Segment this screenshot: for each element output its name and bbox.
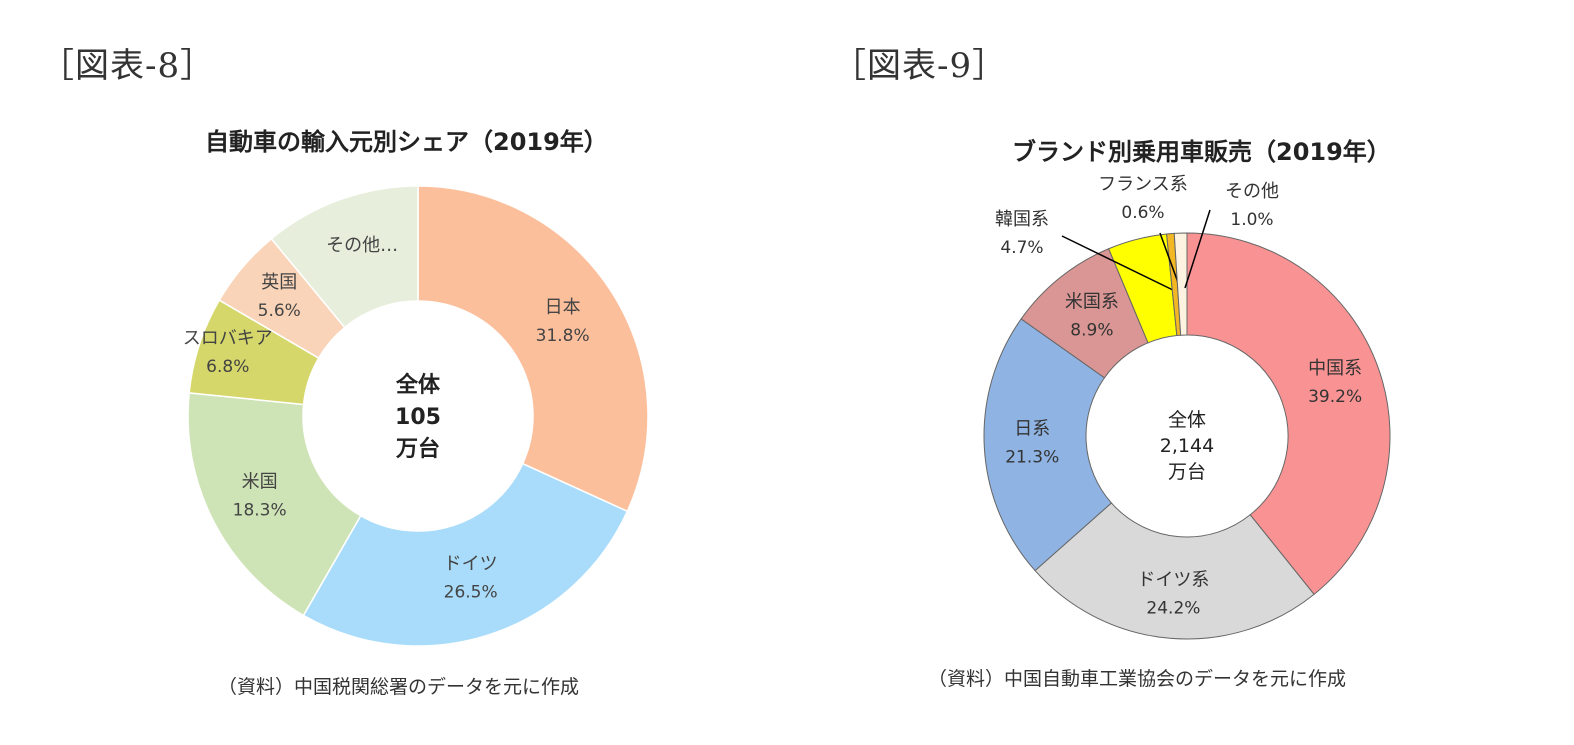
donut-slice-6 [1173, 232, 1188, 336]
source-note-brand-sales: （資料）中国自動車工業協会のデータを元に作成 [928, 668, 1347, 690]
slice-value-label: 31.8% [536, 326, 590, 346]
slice-name-label: ドイツ系 [1137, 569, 1209, 590]
slice-value-label: 5.6% [258, 301, 301, 321]
slice-name-label: その他… [326, 235, 398, 256]
center-total-label: 105 [395, 405, 441, 430]
chart-title-import-share: 自動車の輸入元別シェア（2019年） [205, 128, 608, 156]
donut-slice-0 [417, 185, 649, 513]
figure-label-9: ［図表-9］ [832, 46, 1008, 86]
donut-slice-2 [187, 392, 362, 617]
slice-value-label: 4.7% [1000, 238, 1043, 258]
center-total-label: 万台 [1168, 461, 1206, 483]
slice-name-label: 米国系 [1065, 291, 1119, 312]
figure-label-8: ［図表-8］ [40, 46, 216, 86]
source-note-import-share: （資料）中国税関総署のデータを元に作成 [218, 676, 580, 698]
slice-value-label: 8.9% [1070, 320, 1113, 340]
slice-name-label: その他 [1225, 181, 1279, 202]
donut-slice-5 [270, 185, 419, 329]
slice-name-label: 日本 [545, 297, 581, 318]
slice-value-label: 21.3% [1005, 448, 1059, 468]
slice-value-label: 26.5% [444, 583, 498, 603]
donut-slice-2 [983, 318, 1113, 572]
slice-name-label: ドイツ [444, 554, 498, 575]
slice-value-label: 39.2% [1308, 387, 1362, 407]
slice-name-label: 米国 [242, 471, 278, 492]
slice-value-label: 24.2% [1146, 598, 1200, 618]
slice-value-label: 1.0% [1230, 210, 1273, 230]
slice-name-label: 中国系 [1308, 358, 1362, 379]
center-total-label: 2,144 [1160, 435, 1214, 457]
slice-name-label: 英国 [261, 272, 297, 293]
center-total-label: 全体 [1168, 409, 1206, 431]
donut-slice-0 [1186, 232, 1391, 596]
donut-slice-1 [1034, 502, 1315, 640]
center-total-label: 万台 [395, 436, 440, 462]
leader-line-4 [1061, 235, 1178, 293]
slice-value-label: 18.3% [233, 500, 287, 520]
center-total-label: 全体 [395, 372, 441, 398]
slice-name-label: 日系 [1014, 419, 1050, 440]
leader-line-6 [1184, 209, 1211, 289]
slice-value-label: 6.8% [206, 357, 249, 377]
slice-name-label: フランス系 [1098, 174, 1188, 195]
slice-name-label: スロバキア [183, 328, 273, 349]
slice-value-label: 0.6% [1121, 203, 1164, 223]
chart-title-brand-sales: ブランド別乗用車販売（2019年） [1012, 138, 1391, 166]
slice-name-label: 韓国系 [995, 209, 1049, 230]
donut-slice-1 [302, 462, 629, 647]
